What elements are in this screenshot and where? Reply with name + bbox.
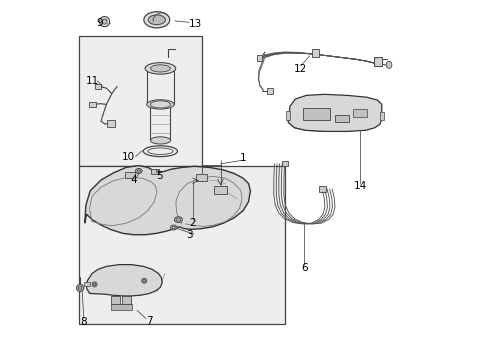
Bar <box>282 161 288 166</box>
Bar <box>319 186 326 192</box>
Ellipse shape <box>172 226 175 229</box>
Text: 2: 2 <box>190 218 196 228</box>
Ellipse shape <box>78 286 82 290</box>
Ellipse shape <box>148 15 166 25</box>
Bar <box>374 57 382 66</box>
Bar <box>111 304 132 310</box>
Ellipse shape <box>150 65 171 72</box>
Ellipse shape <box>147 100 174 109</box>
Ellipse shape <box>386 61 392 68</box>
Text: 5: 5 <box>156 171 163 181</box>
Bar <box>215 186 227 194</box>
Bar <box>380 112 384 120</box>
Text: 11: 11 <box>85 76 98 86</box>
Text: 13: 13 <box>189 19 202 29</box>
Ellipse shape <box>176 218 181 221</box>
Text: 3: 3 <box>186 230 193 240</box>
Bar <box>90 102 96 107</box>
Bar <box>303 108 330 120</box>
Polygon shape <box>87 265 162 296</box>
Bar <box>122 296 131 304</box>
Bar <box>257 55 262 61</box>
Ellipse shape <box>143 279 146 282</box>
Bar <box>107 120 116 127</box>
Ellipse shape <box>76 284 84 292</box>
Ellipse shape <box>93 283 96 286</box>
Bar <box>151 169 159 174</box>
Ellipse shape <box>137 170 141 172</box>
Polygon shape <box>85 166 250 235</box>
Text: 1: 1 <box>240 153 246 163</box>
Text: 7: 7 <box>147 316 153 326</box>
Bar <box>125 172 135 178</box>
Bar <box>335 115 349 122</box>
Bar <box>84 282 90 286</box>
Bar <box>353 109 368 117</box>
Polygon shape <box>288 94 382 131</box>
Ellipse shape <box>145 63 176 74</box>
Text: 9: 9 <box>96 18 102 28</box>
Bar <box>79 36 202 166</box>
Bar <box>95 84 101 89</box>
Ellipse shape <box>156 170 160 173</box>
Ellipse shape <box>171 225 177 230</box>
Text: 8: 8 <box>80 317 87 327</box>
Ellipse shape <box>142 278 147 283</box>
Ellipse shape <box>174 217 182 222</box>
Ellipse shape <box>144 12 170 28</box>
Ellipse shape <box>136 168 142 174</box>
Bar <box>79 166 285 324</box>
Ellipse shape <box>102 19 107 24</box>
Ellipse shape <box>150 137 171 144</box>
Text: 14: 14 <box>354 181 367 191</box>
Text: 6: 6 <box>301 263 308 273</box>
Bar <box>267 88 273 94</box>
Ellipse shape <box>99 17 110 27</box>
Text: 12: 12 <box>294 64 307 74</box>
Ellipse shape <box>150 101 171 108</box>
Bar <box>111 296 120 304</box>
Ellipse shape <box>92 282 97 287</box>
Bar <box>312 49 319 57</box>
Bar <box>286 111 290 120</box>
Text: 10: 10 <box>122 152 135 162</box>
Bar <box>196 174 207 181</box>
Text: 4: 4 <box>130 175 137 185</box>
